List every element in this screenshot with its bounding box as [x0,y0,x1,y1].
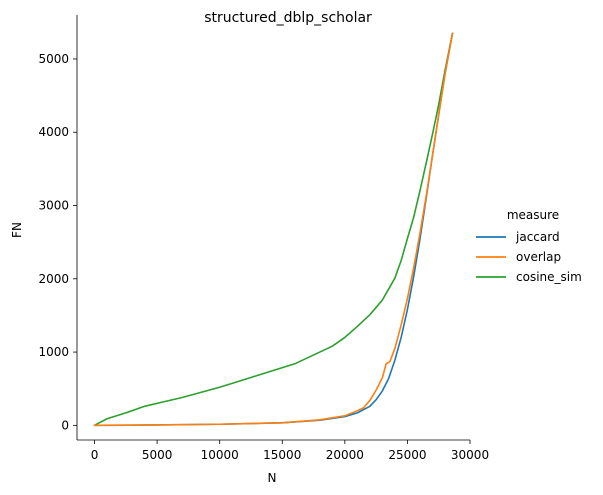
x-ticks: 0 5000 10000 15000 20000 25000 30000 [91,440,489,462]
x-tick-label: 15000 [263,448,301,462]
y-tick-label: 4000 [38,125,69,139]
legend: measure jaccard overlap cosine_sim [476,208,582,284]
y-ticks: 0 1000 2000 3000 4000 5000 [38,52,77,432]
legend-label-jaccard: jaccard [515,230,560,244]
legend-label-overlap: overlap [516,250,561,264]
y-tick-label: 3000 [38,199,69,213]
x-axis-label: N [268,471,277,485]
chart-title: structured_dblp_scholar [204,10,372,26]
series-line-overlap [93,32,454,427]
series-line-jaccard [93,32,454,427]
series-line-cosine-sim [93,32,454,427]
legend-title: measure [507,208,559,222]
x-tick-label: 0 [91,448,99,462]
legend-label-cosine-sim: cosine_sim [516,270,582,284]
x-tick-label: 25000 [388,448,426,462]
x-tick-label: 20000 [326,448,364,462]
y-tick-label: 1000 [38,345,69,359]
series-lines [93,32,454,427]
y-tick-label: 0 [61,418,69,432]
x-tick-label: 10000 [201,448,239,462]
x-tick-label: 5000 [142,448,173,462]
y-tick-label: 2000 [38,272,69,286]
x-tick-label: 30000 [451,448,489,462]
y-axis-label: FN [10,222,24,238]
y-tick-label: 5000 [38,52,69,66]
